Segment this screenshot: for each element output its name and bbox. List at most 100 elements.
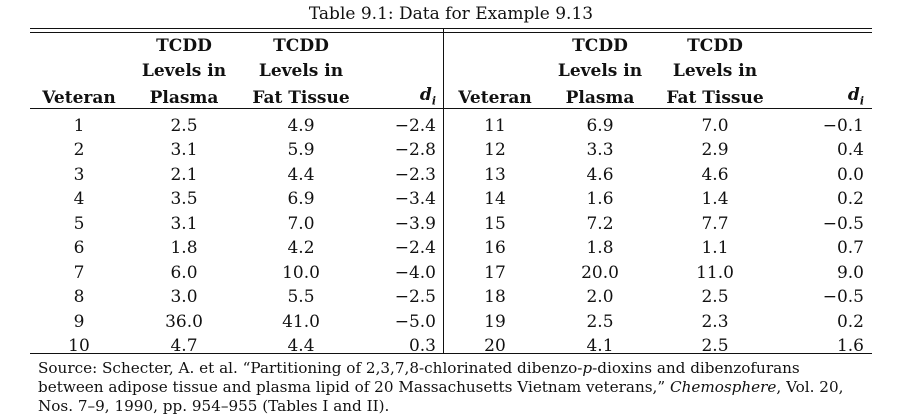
veteran-cell: 19: [484, 311, 506, 332]
fat-tissue-cell: 4.4: [287, 336, 315, 357]
source-text-3: , Vol. 20, Nos. 7–9, 1990, pp. 954–955 (…: [38, 378, 844, 415]
difference-cell: 9.0: [836, 262, 864, 283]
veteran-cell: 15: [484, 213, 506, 234]
plasma-cell: 3.5: [170, 189, 198, 210]
header-i-subscript: i: [859, 94, 864, 108]
difference-cell: 0.2: [836, 189, 864, 210]
table-body: 1 2.5 4.9 −2.4 11 6.9 7.0 −0.1 2 3.1 5.9 −2.8 12 3.3 2…: [30, 114, 872, 359]
plasma-cell: 4.7: [170, 336, 198, 357]
plasma-cell: 4.1: [586, 336, 614, 357]
fat-tissue-cell: 41.0: [282, 311, 320, 332]
header-cell: [776, 59, 872, 84]
fat-tissue-cell: 7.7: [701, 213, 729, 234]
veteran-cell: 20: [484, 336, 506, 357]
header-plasma: Plasma: [149, 88, 219, 109]
header-cell: [362, 34, 444, 59]
difference-cell: −2.8: [394, 140, 436, 161]
fat-tissue-cell: 7.0: [701, 115, 729, 136]
source-text-2: -dioxins and dibenzofurans between adipo…: [38, 359, 800, 396]
header-fat-tissue: Fat Tissue: [666, 88, 764, 109]
fat-tissue-cell: 4.4: [287, 164, 315, 185]
difference-cell: 0.7: [836, 238, 864, 259]
plasma-cell: 3.1: [170, 213, 198, 234]
veteran-cell: 2: [73, 140, 85, 161]
table-row: 1 2.5 4.9 −2.4 11 6.9 7.0 −0.1: [30, 114, 872, 139]
fat-tissue-cell: 2.5: [701, 287, 729, 308]
fat-tissue-cell: 4.9: [287, 115, 315, 136]
table-caption: Table 9.1: Data for Example 9.13: [308, 4, 594, 24]
header-cell: [444, 34, 546, 59]
veteran-cell: 14: [484, 189, 506, 210]
table-row: 2 3.1 5.9 −2.8 12 3.3 2.9 0.4: [30, 138, 872, 163]
difference-cell: 0.3: [408, 336, 436, 357]
difference-cell: −4.0: [394, 262, 436, 283]
fat-tissue-cell: 1.1: [701, 238, 729, 259]
header-row-3: Veteran Plasma Fat Tissue di Veteran Pla…: [30, 83, 872, 114]
plasma-cell: 6.0: [170, 262, 198, 283]
header-row-1: TCDD TCDD TCDD TCDD: [30, 34, 872, 59]
veteran-cell: 5: [73, 213, 85, 234]
difference-cell: −2.3: [394, 164, 436, 185]
source-p-italic: p: [582, 359, 593, 377]
veteran-cell: 4: [73, 189, 85, 210]
veteran-cell: 7: [73, 262, 85, 283]
fat-tissue-cell: 11.0: [696, 262, 734, 283]
difference-cell: −3.4: [394, 189, 436, 210]
table-row: 6 1.8 4.2 −2.4 16 1.8 1.1 0.7: [30, 236, 872, 261]
difference-cell: 1.6: [836, 336, 864, 357]
table-row: 7 6.0 10.0 −4.0 17 20.0 11.0 9.0: [30, 261, 872, 286]
fat-tissue-cell: 2.3: [701, 311, 729, 332]
top-rule-1: [30, 28, 872, 29]
difference-cell: −3.9: [394, 213, 436, 234]
plasma-cell: 4.6: [586, 164, 614, 185]
plasma-cell: 1.8: [170, 238, 198, 259]
header-veteran: Veteran: [458, 88, 532, 109]
header-i-subscript: i: [431, 94, 436, 108]
header-cell: TCDD: [273, 36, 329, 56]
plasma-cell: 3.3: [586, 140, 614, 161]
header-di: di: [362, 83, 444, 114]
plasma-cell: 2.0: [586, 287, 614, 308]
veteran-cell: 9: [73, 311, 85, 332]
plasma-cell: 7.2: [586, 213, 614, 234]
veteran-cell: 11: [484, 115, 506, 136]
veteran-cell: 8: [73, 287, 85, 308]
difference-cell: −2.4: [394, 238, 436, 259]
plasma-cell: 3.0: [170, 287, 198, 308]
header-cell: [30, 59, 128, 84]
difference-cell: 0.0: [836, 164, 864, 185]
source-note: Source: Schecter, A. et al. “Partitionin…: [38, 359, 868, 416]
difference-cell: −5.0: [394, 311, 436, 332]
header-di: di: [776, 83, 872, 114]
plasma-cell: 1.8: [586, 238, 614, 259]
veteran-cell: 1: [73, 115, 85, 136]
plasma-cell: 20.0: [581, 262, 619, 283]
plasma-cell: 36.0: [165, 311, 203, 332]
fat-tissue-cell: 2.9: [701, 140, 729, 161]
plasma-cell: 3.1: [170, 140, 198, 161]
difference-cell: −0.5: [822, 213, 864, 234]
difference-cell: −0.1: [822, 115, 864, 136]
header-cell: Levels in: [258, 60, 344, 81]
plasma-cell: 2.5: [170, 115, 198, 136]
fat-tissue-cell: 7.0: [287, 213, 315, 234]
header-cell: TCDD: [156, 36, 212, 56]
fat-tissue-cell: 4.6: [701, 164, 729, 185]
veteran-cell: 6: [73, 238, 85, 259]
column-separator: [443, 29, 444, 353]
header-cell: [776, 34, 872, 59]
plasma-cell: 2.5: [586, 311, 614, 332]
fat-tissue-cell: 6.9: [287, 189, 315, 210]
header-d-letter: d: [847, 85, 860, 105]
plasma-cell: 2.1: [170, 164, 198, 185]
veteran-cell: 18: [484, 287, 506, 308]
header-veteran: Veteran: [42, 88, 116, 109]
plasma-cell: 1.6: [586, 189, 614, 210]
veteran-cell: 3: [73, 164, 85, 185]
fat-tissue-cell: 4.2: [287, 238, 315, 259]
header-cell: [444, 59, 546, 84]
fat-tissue-cell: 5.9: [287, 140, 315, 161]
header-cell: TCDD: [687, 36, 743, 56]
table-row: 3 2.1 4.4 −2.3 13 4.6 4.6 0.0: [30, 163, 872, 188]
